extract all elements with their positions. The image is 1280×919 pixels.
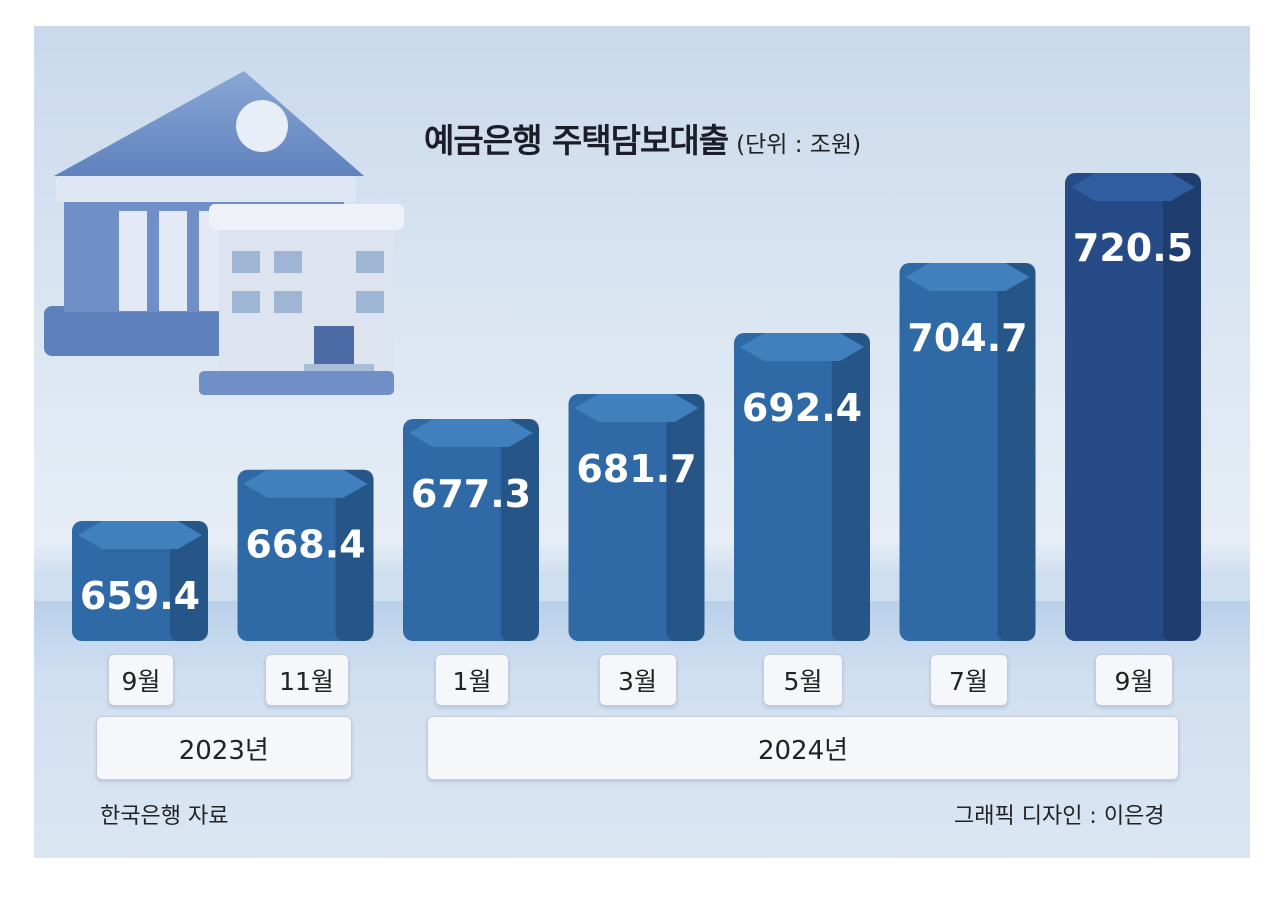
- bar-6: [1065, 173, 1201, 641]
- bank-building-icon: [44, 71, 404, 395]
- bar-cap-2: [409, 419, 533, 448]
- bar-side-shade-0: [169, 521, 208, 641]
- bar-cap-1: [243, 469, 368, 498]
- year-group-1: 2024년: [427, 716, 1179, 780]
- value-label-5: 704.7: [907, 316, 1027, 360]
- bar-0: [72, 521, 208, 641]
- bar-side-shade-3: [666, 393, 705, 641]
- category-label-4: 5월: [763, 654, 843, 706]
- value-label-4: 692.4: [742, 386, 862, 430]
- chart-title-block: 예금은행 주택담보대출 (단위 : 조원): [424, 114, 861, 162]
- value-label-1: 668.4: [245, 523, 365, 567]
- value-label-2: 677.3: [411, 472, 531, 516]
- source-note: 한국은행 자료: [100, 804, 229, 829]
- bar-side-shade-2: [500, 419, 539, 641]
- bar-3: [568, 393, 705, 641]
- value-label-6: 720.5: [1073, 226, 1193, 270]
- credit-note: 그래픽 디자인 : 이은경: [954, 804, 1165, 829]
- category-label-0: 9월: [108, 654, 174, 706]
- chart-title: 예금은행 주택담보대출: [424, 121, 729, 160]
- category-label-5: 7월: [929, 654, 1008, 706]
- bars-group: 659.4 668.4 677.3 681.7 692.4 704.7 720.5: [72, 173, 1201, 641]
- bar-cap-6: [1071, 173, 1195, 201]
- bar-1: [237, 469, 374, 641]
- year-group-0: 2023년: [96, 716, 352, 780]
- value-label-0: 659.4: [80, 574, 200, 618]
- chart-panel: 659.4 668.4 677.3 681.7 692.4 704.7 720.5 예금은행…: [34, 26, 1250, 858]
- bar-4: [734, 333, 870, 641]
- bar-side-shade-6: [1162, 173, 1201, 641]
- bar-side-shade-5: [997, 262, 1036, 641]
- bar-cap-4: [740, 333, 864, 362]
- bar-5: [899, 262, 1036, 641]
- bar-side-shade-1: [335, 469, 374, 641]
- bar-side-shade-4: [831, 333, 870, 641]
- bar-cap-3: [574, 393, 699, 422]
- bar-chart: 659.4 668.4 677.3 681.7 692.4 704.7 720.5: [44, 71, 1201, 641]
- bar-2: [403, 419, 539, 641]
- chart-unit: (단위 : 조원): [736, 132, 862, 158]
- category-label-6: 9월: [1095, 654, 1173, 706]
- category-label-2: 1월: [435, 654, 509, 706]
- category-label-1: 11월: [264, 654, 349, 706]
- category-label-3: 3월: [598, 654, 677, 706]
- bar-cap-5: [905, 262, 1030, 291]
- bar-cap-0: [78, 521, 202, 549]
- value-label-3: 681.7: [576, 447, 696, 491]
